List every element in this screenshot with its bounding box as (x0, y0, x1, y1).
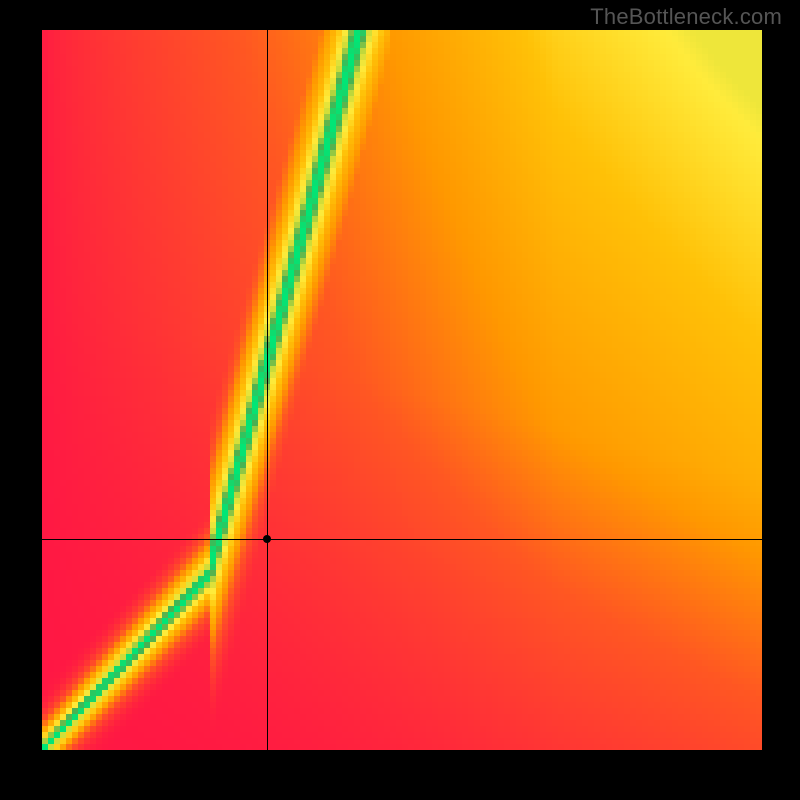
crosshair-horizontal (42, 539, 762, 540)
watermark-text: TheBottleneck.com (590, 4, 782, 30)
heatmap-plot (42, 30, 762, 750)
root: TheBottleneck.com (0, 0, 800, 800)
data-point-marker (263, 535, 271, 543)
crosshair-vertical (267, 30, 268, 750)
heatmap-canvas (42, 30, 762, 750)
